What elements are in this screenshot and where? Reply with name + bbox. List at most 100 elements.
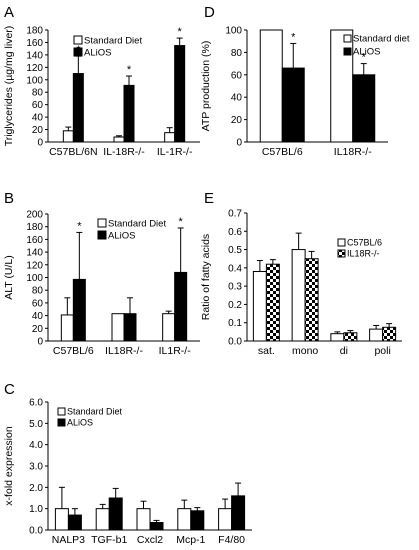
bar <box>62 130 74 143</box>
x-tick-label: Mcp-1 <box>176 534 205 546</box>
y-tick-label: 120 <box>26 260 43 271</box>
significance-marker: * <box>291 31 296 43</box>
bar <box>162 313 176 342</box>
bar <box>123 313 137 342</box>
y-tick-label: 100 <box>225 26 242 37</box>
legend-swatch <box>343 34 352 43</box>
y-tick-label: 20 <box>32 324 44 335</box>
bar <box>369 328 384 342</box>
bar <box>174 271 188 342</box>
y-tick-label: 0.5 <box>228 245 242 256</box>
y-tick-label: 80 <box>231 48 243 59</box>
significance-marker: * <box>77 220 82 232</box>
bar <box>343 332 358 342</box>
bar <box>252 271 267 342</box>
y-tick-label: 20 <box>231 115 243 126</box>
bar <box>259 29 283 143</box>
legend-label: IL18R-/- <box>347 249 380 259</box>
x-tick-label: C57BL/6 <box>53 345 94 357</box>
y-tick-label: 20 <box>32 125 44 136</box>
y-tick-label: 60 <box>32 100 44 111</box>
y-tick-label: 180 <box>26 222 43 233</box>
y-tick-label: 0 <box>37 337 43 348</box>
bar <box>265 263 280 342</box>
bar <box>174 45 186 143</box>
y-tick-label: 160 <box>26 38 43 49</box>
bar <box>72 73 84 143</box>
x-tick-label: F4/80 <box>218 534 245 546</box>
legend-label: ALiOS <box>67 418 93 428</box>
bar <box>60 314 74 342</box>
panel-label: C <box>4 381 15 398</box>
bar <box>177 508 192 531</box>
bar <box>149 522 164 531</box>
y-tick-label: 80 <box>32 286 44 297</box>
y-tick-label: 0.6 <box>228 227 242 238</box>
y-tick-label: 2.0 <box>29 483 43 494</box>
y-tick-label: 60 <box>231 70 243 81</box>
y-tick-label: 0.0 <box>228 337 242 348</box>
bar <box>352 74 376 143</box>
significance-marker: * <box>178 26 183 38</box>
x-tick-label: Cxcl2 <box>137 534 163 546</box>
y-tick-label: 0.1 <box>228 318 242 329</box>
y-tick-label: 0 <box>37 138 43 149</box>
bar <box>382 326 397 342</box>
y-tick-label: 3.0 <box>29 462 43 473</box>
panel-label: B <box>4 190 14 207</box>
y-tick-label: 5.0 <box>29 419 43 430</box>
y-tick-label: 0 <box>236 138 242 149</box>
significance-marker: * <box>362 52 367 64</box>
y-axis-label: ATP production (%) <box>200 41 212 132</box>
bar <box>108 497 123 531</box>
chart-panel-d: D ATP production (%) 0 20 40 60 80 100 C57BL/6 * I… <box>200 4 410 158</box>
bar <box>123 84 135 143</box>
bar <box>218 508 233 531</box>
y-tick-label: 0.2 <box>228 300 242 311</box>
chart-panel-c: Cx-fold expression 0.0 1.0 2.0 3.0 4.0 5.0 6.0 N… <box>3 381 252 546</box>
x-tick-label: C57BL/6N <box>49 146 97 158</box>
y-tick-label: 40 <box>32 113 44 124</box>
y-tick-label: 60 <box>32 298 44 309</box>
bar <box>291 249 306 342</box>
x-tick-label: C57BL/6 <box>262 146 303 158</box>
x-tick-label: sat. <box>258 345 275 357</box>
panel-label: A <box>4 4 14 21</box>
y-tick-label: 0.4 <box>228 263 242 274</box>
x-tick-label: poli <box>374 345 390 357</box>
significance-marker: * <box>127 64 132 76</box>
legend-label: Standard Diet <box>67 407 123 417</box>
legend-swatch <box>97 218 107 228</box>
x-tick-label: IL18R-/- <box>334 146 372 158</box>
x-tick-label: IL-18R-/- <box>103 146 145 158</box>
legend-label: ALiOS <box>108 231 135 242</box>
y-tick-label: 200 <box>26 210 43 221</box>
y-tick-label: 0.3 <box>228 282 242 293</box>
bar <box>304 258 319 342</box>
panel-label: D <box>204 4 215 21</box>
legend-swatch <box>73 47 83 57</box>
legend-swatch <box>57 418 66 427</box>
bar <box>164 132 176 143</box>
y-axis-label: Ratio of fatty acids <box>200 234 212 320</box>
y-tick-label: 140 <box>26 248 43 259</box>
y-tick-label: 6.0 <box>29 398 43 409</box>
x-tick-label: di <box>340 345 348 357</box>
bar <box>95 508 110 531</box>
bar <box>54 508 69 531</box>
y-tick-label: 0.7 <box>228 209 242 220</box>
y-tick-label: 120 <box>26 63 43 74</box>
y-tick-label: 160 <box>26 235 43 246</box>
legend-label: C57BL/6 <box>347 238 382 248</box>
legend-swatch <box>97 230 107 240</box>
bar <box>67 514 82 531</box>
x-tick-label: IL-1R-/- <box>157 146 193 158</box>
y-tick-label: 0.0 <box>29 526 43 537</box>
bar <box>281 67 305 143</box>
y-tick-label: 80 <box>32 88 44 99</box>
bar <box>136 508 151 531</box>
bar <box>111 313 125 342</box>
